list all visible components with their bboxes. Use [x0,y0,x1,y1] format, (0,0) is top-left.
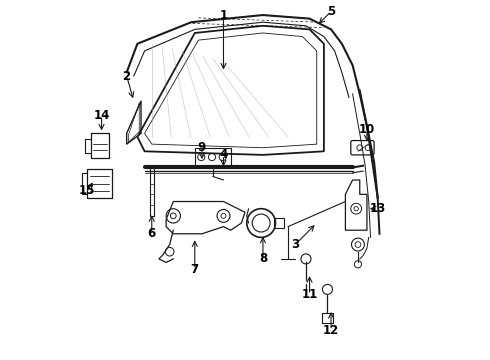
Text: 7: 7 [191,263,199,276]
Text: 15: 15 [79,184,96,197]
Text: 1: 1 [220,9,227,22]
Text: 11: 11 [301,288,318,301]
Text: 14: 14 [94,109,110,122]
Text: 10: 10 [359,123,375,136]
Text: 2: 2 [122,69,131,82]
Text: 4: 4 [220,148,228,161]
Text: 12: 12 [323,324,339,337]
Text: 5: 5 [327,5,335,18]
Text: 3: 3 [291,238,299,251]
Text: 8: 8 [259,252,267,265]
Bar [274,218,284,228]
Bar [195,148,231,166]
Text: 9: 9 [198,141,206,154]
Text: 13: 13 [369,202,386,215]
Text: 6: 6 [147,227,156,240]
